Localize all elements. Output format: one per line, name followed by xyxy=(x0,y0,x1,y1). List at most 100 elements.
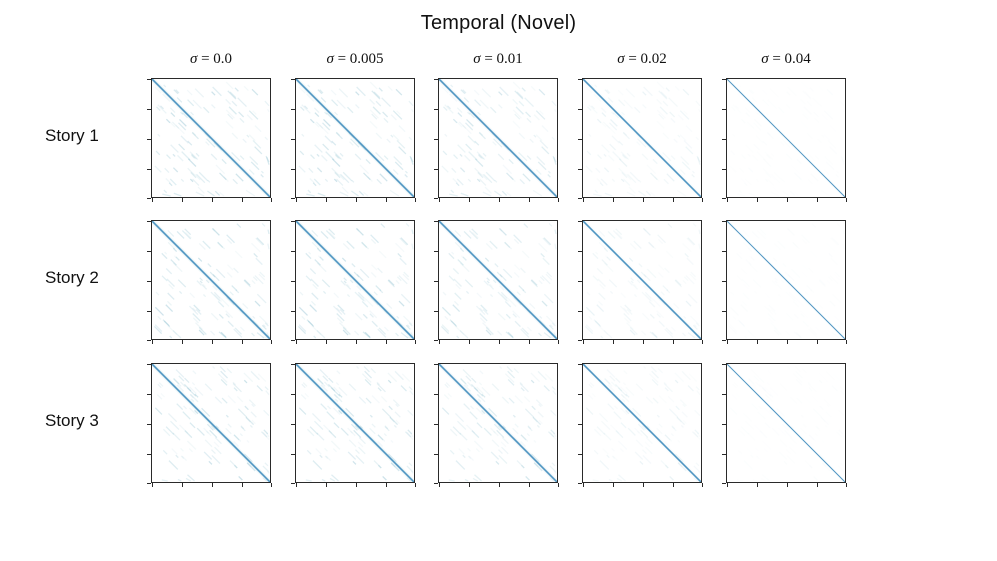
similarity-speckle xyxy=(819,280,826,287)
similarity-speckle xyxy=(695,462,700,467)
similarity-speckle xyxy=(626,152,631,157)
similarity-speckle xyxy=(827,333,830,336)
similarity-speckle xyxy=(539,110,544,115)
similarity-speckle xyxy=(822,135,824,137)
similarity-speckle xyxy=(597,154,602,160)
similarity-speckle xyxy=(409,390,414,396)
similarity-speckle xyxy=(205,141,210,146)
similarity-speckle xyxy=(603,262,614,273)
similarity-speckle xyxy=(745,108,750,113)
similarity-speckle xyxy=(220,331,227,338)
similarity-speckle xyxy=(323,118,331,127)
similarity-speckle xyxy=(612,151,622,161)
similarity-speckle xyxy=(386,302,393,310)
similarity-speckle xyxy=(782,191,789,196)
y-axis-tick xyxy=(578,483,582,484)
similarity-speckle xyxy=(690,271,697,278)
main-diagonal xyxy=(727,79,845,197)
similarity-speckle xyxy=(553,157,557,165)
similarity-speckle xyxy=(737,194,745,196)
similarity-speckle xyxy=(660,91,668,99)
similarity-speckle xyxy=(832,386,837,391)
y-axis-tick xyxy=(291,454,295,455)
similarity-speckle xyxy=(213,293,222,302)
sigma-symbol: σ xyxy=(617,51,625,67)
x-axis-tick xyxy=(152,198,153,202)
similarity-speckle xyxy=(398,275,408,285)
similarity-speckle xyxy=(497,291,508,302)
similarity-speckle xyxy=(681,161,691,171)
similarity-speckle xyxy=(749,193,757,196)
similarity-speckle xyxy=(585,86,593,94)
similarity-speckle xyxy=(765,293,770,298)
similarity-speckle xyxy=(827,243,836,252)
similarity-speckle xyxy=(659,106,668,115)
heatmap-panel-story2-sigma-4 xyxy=(578,220,703,344)
x-axis-tick xyxy=(673,198,674,202)
similarity-speckle xyxy=(626,322,634,330)
similarity-speckle xyxy=(203,427,212,437)
sigma-value: = 0.02 xyxy=(624,51,667,67)
similarity-speckle xyxy=(756,112,758,114)
similarity-speckle xyxy=(476,178,481,183)
similarity-speckle xyxy=(471,430,480,439)
similarity-speckle xyxy=(408,322,413,327)
similarity-speckle xyxy=(351,190,359,197)
similarity-speckle xyxy=(680,424,684,428)
similarity-speckle xyxy=(607,230,616,239)
similarity-speckle xyxy=(743,413,751,421)
similarity-speckle xyxy=(313,335,317,339)
similarity-speckle xyxy=(785,430,792,437)
similarity-speckle xyxy=(763,168,770,175)
similarity-speckle xyxy=(259,271,266,278)
similarity-speckle xyxy=(361,301,369,308)
similarity-speckle xyxy=(380,223,386,228)
similarity-speckle xyxy=(398,146,407,155)
similarity-speckle xyxy=(508,158,514,165)
similarity-speckle xyxy=(186,387,197,397)
similarity-speckle xyxy=(618,167,627,176)
similarity-speckle xyxy=(607,384,616,392)
similarity-speckle xyxy=(543,293,554,304)
similarity-speckle xyxy=(477,171,484,179)
similarity-speckle xyxy=(356,285,362,291)
similarity-speckle xyxy=(805,292,808,295)
similarity-speckle xyxy=(369,81,378,90)
similarity-speckle xyxy=(597,278,606,287)
similarity-speckle xyxy=(398,125,406,133)
similarity-speckle xyxy=(515,106,524,115)
similarity-speckle xyxy=(682,242,692,253)
y-axis-tick xyxy=(722,169,726,170)
similarity-speckle xyxy=(310,278,319,287)
similarity-speckle xyxy=(491,439,500,448)
similarity-speckle xyxy=(449,93,458,102)
similarity-speckle xyxy=(358,190,365,196)
similarity-speckle xyxy=(345,407,355,417)
similarity-speckle xyxy=(460,378,469,387)
similarity-speckle xyxy=(304,392,309,398)
similarity-speckle xyxy=(406,324,410,328)
y-axis-tick xyxy=(434,394,438,395)
similarity-speckle xyxy=(460,192,469,197)
similarity-speckle xyxy=(233,328,243,338)
similarity-speckle xyxy=(195,191,205,197)
y-axis-tick xyxy=(147,340,151,341)
similarity-speckle xyxy=(188,407,197,416)
similarity-speckle xyxy=(452,178,458,184)
sigma-symbol: σ xyxy=(473,51,481,67)
similarity-speckle xyxy=(192,307,197,312)
similarity-speckle xyxy=(330,89,337,96)
similarity-speckle xyxy=(692,223,697,227)
similarity-speckle xyxy=(636,279,641,284)
similarity-speckle xyxy=(498,228,503,232)
heatmap-svg xyxy=(152,79,270,197)
similarity-speckle xyxy=(657,296,666,306)
main-diagonal xyxy=(727,221,845,339)
similarity-speckle xyxy=(506,191,512,197)
y-axis-tick xyxy=(147,198,151,199)
similarity-speckle xyxy=(300,394,307,400)
similarity-speckle xyxy=(477,398,482,403)
similarity-speckle xyxy=(248,399,256,407)
similarity-speckle xyxy=(371,113,378,120)
similarity-speckle xyxy=(304,105,308,110)
